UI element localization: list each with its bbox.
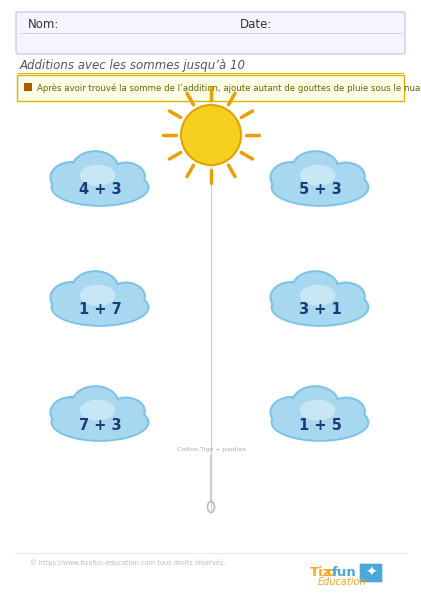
Ellipse shape [107, 283, 145, 310]
Ellipse shape [273, 170, 367, 205]
Ellipse shape [53, 290, 147, 325]
Ellipse shape [327, 283, 365, 310]
Ellipse shape [273, 284, 311, 311]
Text: 1 + 7: 1 + 7 [79, 302, 121, 318]
Ellipse shape [330, 164, 362, 189]
FancyBboxPatch shape [17, 75, 404, 101]
Ellipse shape [270, 282, 313, 313]
Circle shape [181, 105, 241, 165]
Ellipse shape [73, 273, 117, 306]
Ellipse shape [327, 397, 365, 425]
Ellipse shape [109, 284, 142, 308]
Ellipse shape [109, 164, 142, 189]
Ellipse shape [273, 164, 311, 192]
Text: Additions avec les sommes jusqu’à 10: Additions avec les sommes jusqu’à 10 [20, 58, 246, 71]
Ellipse shape [53, 170, 147, 205]
Text: 5 + 3: 5 + 3 [298, 183, 341, 198]
Ellipse shape [51, 282, 93, 313]
Ellipse shape [52, 168, 148, 206]
Ellipse shape [53, 405, 147, 440]
Text: 7 + 3: 7 + 3 [79, 418, 121, 433]
Ellipse shape [51, 162, 93, 193]
Text: Après avoir trouvé la somme de l’addition, ajoute autant de gouttes de pluie sou: Après avoir trouvé la somme de l’additio… [37, 83, 421, 93]
Text: 4 + 3: 4 + 3 [79, 183, 121, 198]
Ellipse shape [72, 386, 119, 422]
Ellipse shape [300, 400, 336, 421]
Text: Tiz: Tiz [310, 565, 331, 578]
FancyBboxPatch shape [359, 563, 383, 583]
Text: Date:: Date: [240, 17, 272, 30]
Text: © https://www.tizofun-education.com tous droits réservés.: © https://www.tizofun-education.com tous… [30, 559, 226, 565]
Ellipse shape [53, 399, 91, 427]
Ellipse shape [270, 162, 313, 193]
Ellipse shape [52, 403, 148, 441]
Ellipse shape [273, 405, 367, 440]
Ellipse shape [73, 153, 117, 186]
Ellipse shape [293, 273, 337, 306]
Ellipse shape [293, 388, 337, 421]
Ellipse shape [72, 151, 119, 187]
Ellipse shape [300, 165, 336, 186]
Text: o: o [326, 565, 335, 578]
Ellipse shape [292, 271, 339, 307]
Ellipse shape [293, 153, 337, 186]
Ellipse shape [300, 284, 336, 306]
Ellipse shape [107, 397, 145, 425]
Ellipse shape [272, 403, 368, 441]
Text: 3 + 1: 3 + 1 [298, 302, 341, 318]
Text: 1 + 5: 1 + 5 [298, 418, 341, 433]
Ellipse shape [72, 271, 119, 307]
FancyBboxPatch shape [16, 12, 405, 54]
Ellipse shape [330, 399, 362, 424]
Ellipse shape [52, 289, 148, 326]
Ellipse shape [73, 388, 117, 421]
FancyBboxPatch shape [24, 83, 32, 91]
Ellipse shape [80, 165, 115, 186]
Ellipse shape [51, 397, 93, 428]
Text: fun: fun [332, 565, 357, 578]
Ellipse shape [109, 399, 142, 424]
Ellipse shape [53, 164, 91, 192]
Ellipse shape [292, 151, 339, 187]
Ellipse shape [80, 284, 115, 306]
Text: Cotton Tige + panties: Cotton Tige + panties [176, 447, 245, 453]
Ellipse shape [327, 162, 365, 190]
Ellipse shape [272, 168, 368, 206]
Text: Nom:: Nom: [28, 17, 59, 30]
Ellipse shape [273, 290, 367, 325]
Ellipse shape [292, 386, 339, 422]
Text: ✦: ✦ [365, 566, 377, 580]
Ellipse shape [80, 400, 115, 421]
Ellipse shape [53, 284, 91, 311]
Ellipse shape [272, 289, 368, 326]
Ellipse shape [273, 399, 311, 427]
Ellipse shape [270, 397, 313, 428]
Ellipse shape [330, 284, 362, 308]
Text: Éducation: Éducation [318, 577, 367, 587]
Ellipse shape [107, 162, 145, 190]
